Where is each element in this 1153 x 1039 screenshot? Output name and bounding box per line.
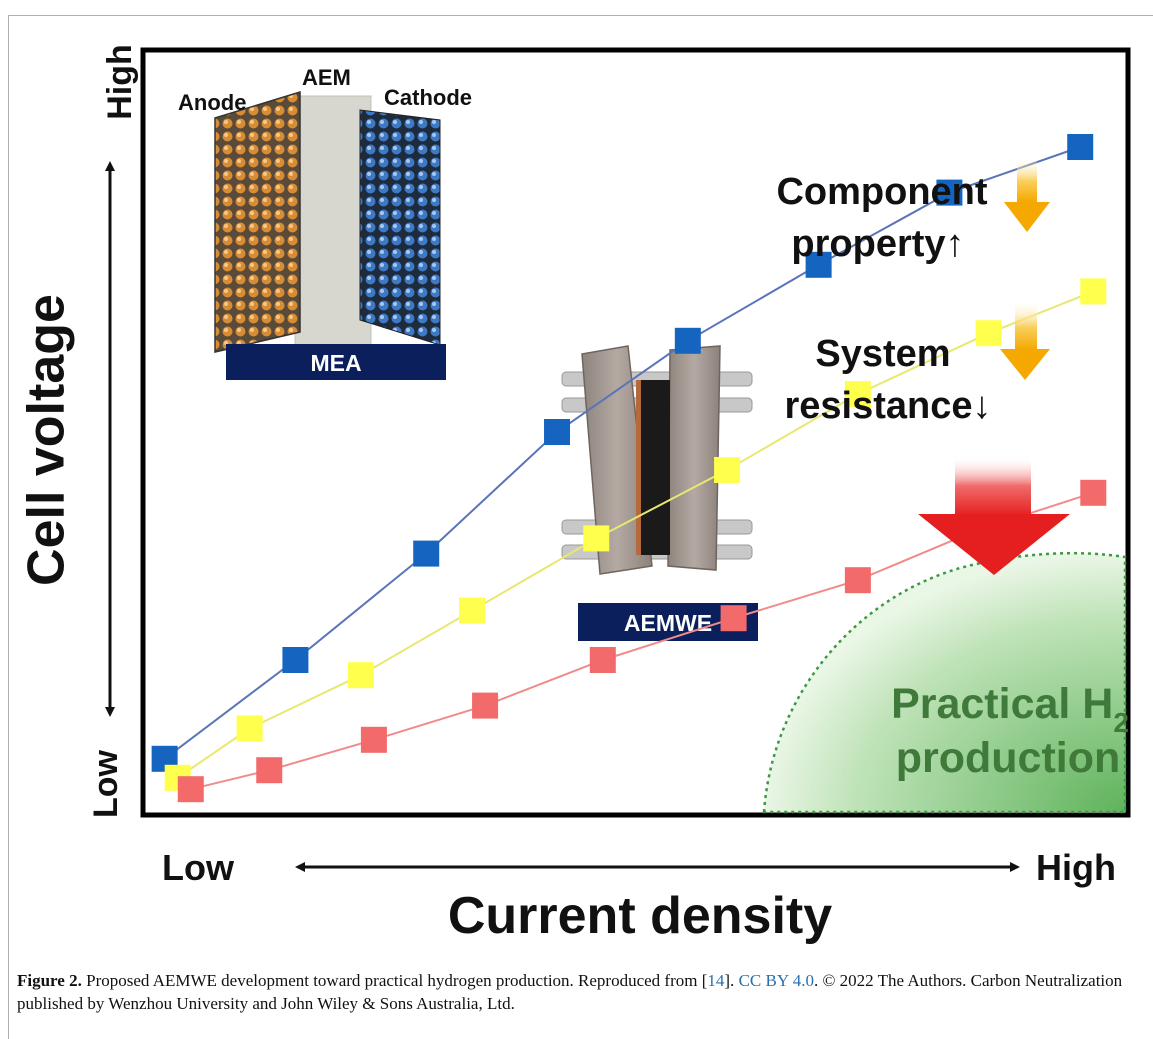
aem-label: AEM (302, 65, 351, 90)
figure-caption: Figure 2. Proposed AEMWE development tow… (17, 969, 1137, 1015)
caption-label: Figure 2. (17, 971, 82, 990)
aemwe-electrode (636, 380, 641, 555)
series-0-point-5 (805, 251, 832, 278)
x-tick-high: High (1036, 847, 1116, 888)
series-0-point-1 (282, 647, 309, 673)
caption-ref-link[interactable]: 14 (707, 971, 725, 990)
series-0-point-3 (544, 419, 571, 445)
y-axis-label: Cell voltage (18, 294, 76, 586)
mea-illustration: Anode AEM Cathode MEA (178, 65, 472, 380)
series-0-point-6 (936, 179, 963, 206)
series-2-point-4 (589, 647, 616, 673)
aem-membrane (294, 95, 372, 349)
caption-text-3: . © 2022 The Authors. Carbon Neutralizat… (17, 971, 1123, 1013)
series-2-point-3 (472, 692, 499, 719)
series-0-point-7 (1067, 134, 1094, 160)
aemwe-plate-right (667, 345, 721, 571)
cathode-label: Cathode (384, 85, 472, 110)
aemwe-banner-text: AEMWE (624, 610, 712, 636)
practical-label: Practical H2 (891, 680, 1129, 738)
series-1-point-2 (347, 662, 374, 689)
orange-arrow-2 (1000, 300, 1050, 380)
production-label: production (896, 734, 1121, 782)
system-label: System (815, 333, 950, 375)
property-label: property↑ (791, 223, 964, 265)
series-1-point-6 (844, 381, 871, 407)
red-arrow (918, 456, 1070, 575)
y-tick-low: Low (87, 749, 125, 818)
series-1-point-3 (459, 597, 485, 624)
mea-banner-text: MEA (310, 350, 361, 376)
caption-license-link[interactable]: CC BY 4.0 (738, 971, 814, 990)
mea-banner (226, 344, 446, 380)
y-tick-high: High (101, 44, 139, 120)
anode-block (214, 90, 301, 353)
x-axis-label: Current density (448, 887, 832, 945)
series-1-point-8 (1080, 278, 1107, 305)
series-2-point-8 (1080, 479, 1107, 506)
caption-text-1: Proposed AEMWE development toward practi… (81, 971, 708, 990)
component-label: Component (776, 171, 987, 213)
series-0-point-2 (413, 540, 440, 567)
series-2-point-6 (844, 567, 871, 594)
anode-label: Anode (178, 90, 246, 115)
figure-svg: Practical H2 production Anode AEM Cathod… (18, 44, 1131, 945)
series-2-point-1 (256, 757, 283, 784)
series-1-point-5 (714, 457, 741, 483)
series-2-point-0 (177, 776, 204, 803)
series-1-point-1 (236, 715, 263, 742)
practical-region (762, 551, 1127, 814)
series-0-line (164, 146, 1081, 760)
series-1-point-4 (583, 525, 610, 552)
series-0-point-4 (674, 327, 701, 354)
cathode-block (359, 109, 441, 346)
orange-arrow-1 (1004, 156, 1050, 232)
aemwe-core (640, 380, 670, 555)
page-top-rule (8, 15, 1153, 16)
caption-text-2: ]. (724, 971, 739, 990)
page-left-rule (8, 15, 9, 1039)
series-2-point-5 (720, 605, 747, 632)
series-2-point-2 (360, 726, 387, 753)
resistance-label: resistance↓ (784, 385, 991, 427)
x-tick-low: Low (162, 847, 235, 888)
aemwe-illustration: AEMWE (561, 345, 758, 641)
series-1-point-7 (975, 320, 1002, 347)
